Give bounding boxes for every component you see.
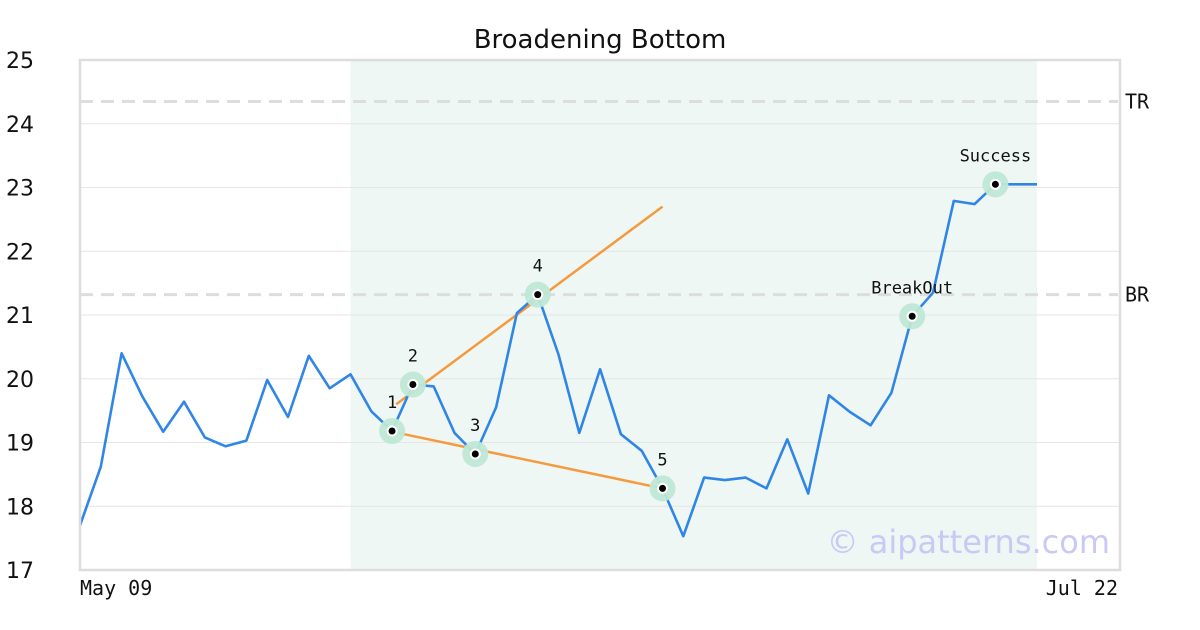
y-tick-label: 24 bbox=[6, 113, 34, 138]
pattern-point-label: 2 bbox=[408, 346, 418, 366]
pattern-point-label: 1 bbox=[387, 393, 397, 413]
y-tick-label: 18 bbox=[6, 495, 34, 520]
pattern-point-dot bbox=[409, 380, 417, 388]
pattern-point-dot bbox=[991, 180, 999, 188]
pattern-point-dot bbox=[388, 427, 396, 435]
trendline bbox=[395, 205, 664, 406]
y-tick-label: 25 bbox=[6, 49, 34, 74]
y-tick-label: 20 bbox=[6, 368, 34, 393]
pattern-markers: 1 2 3 4 5 BreakOut Success bbox=[379, 146, 1032, 502]
reference-line-label: TR bbox=[1125, 89, 1150, 113]
y-axis-ticks: 17 18 19 20 21 22 23 24 25 bbox=[6, 49, 34, 584]
pattern-point-label: 5 bbox=[657, 450, 667, 470]
trendlines bbox=[391, 205, 664, 490]
pattern-point-dot bbox=[908, 312, 916, 320]
grid-lines bbox=[80, 123, 1120, 507]
y-tick-label: 22 bbox=[6, 240, 34, 265]
x-tick-label: May 09 bbox=[80, 576, 152, 600]
y-tick-label: 21 bbox=[6, 304, 34, 329]
pattern-point-label: 4 bbox=[533, 257, 543, 277]
y-tick-label: 19 bbox=[6, 432, 34, 457]
reference-line-label: BR bbox=[1125, 283, 1150, 307]
x-axis-ticks: May 09 Jul 22 bbox=[80, 576, 1118, 600]
y-tick-label: 17 bbox=[6, 559, 34, 584]
y-tick-label: 23 bbox=[6, 177, 34, 202]
pattern-point-label: 3 bbox=[470, 416, 480, 436]
x-tick-label: Jul 22 bbox=[1046, 576, 1118, 600]
reference-lines: TR BR bbox=[80, 89, 1150, 307]
pattern-point-dot bbox=[534, 291, 542, 299]
trendline bbox=[391, 430, 663, 490]
pattern-point-label: Success bbox=[960, 146, 1032, 166]
pattern-point-dot bbox=[659, 484, 667, 492]
watermark: © aipatterns.com bbox=[827, 523, 1110, 561]
plot-frame bbox=[78, 58, 1122, 572]
price-series-line bbox=[78, 183, 1037, 538]
pattern-point-dot bbox=[471, 450, 479, 458]
pattern-point-label: BreakOut bbox=[871, 278, 953, 298]
chart-title: Broadening Bottom bbox=[474, 25, 727, 55]
